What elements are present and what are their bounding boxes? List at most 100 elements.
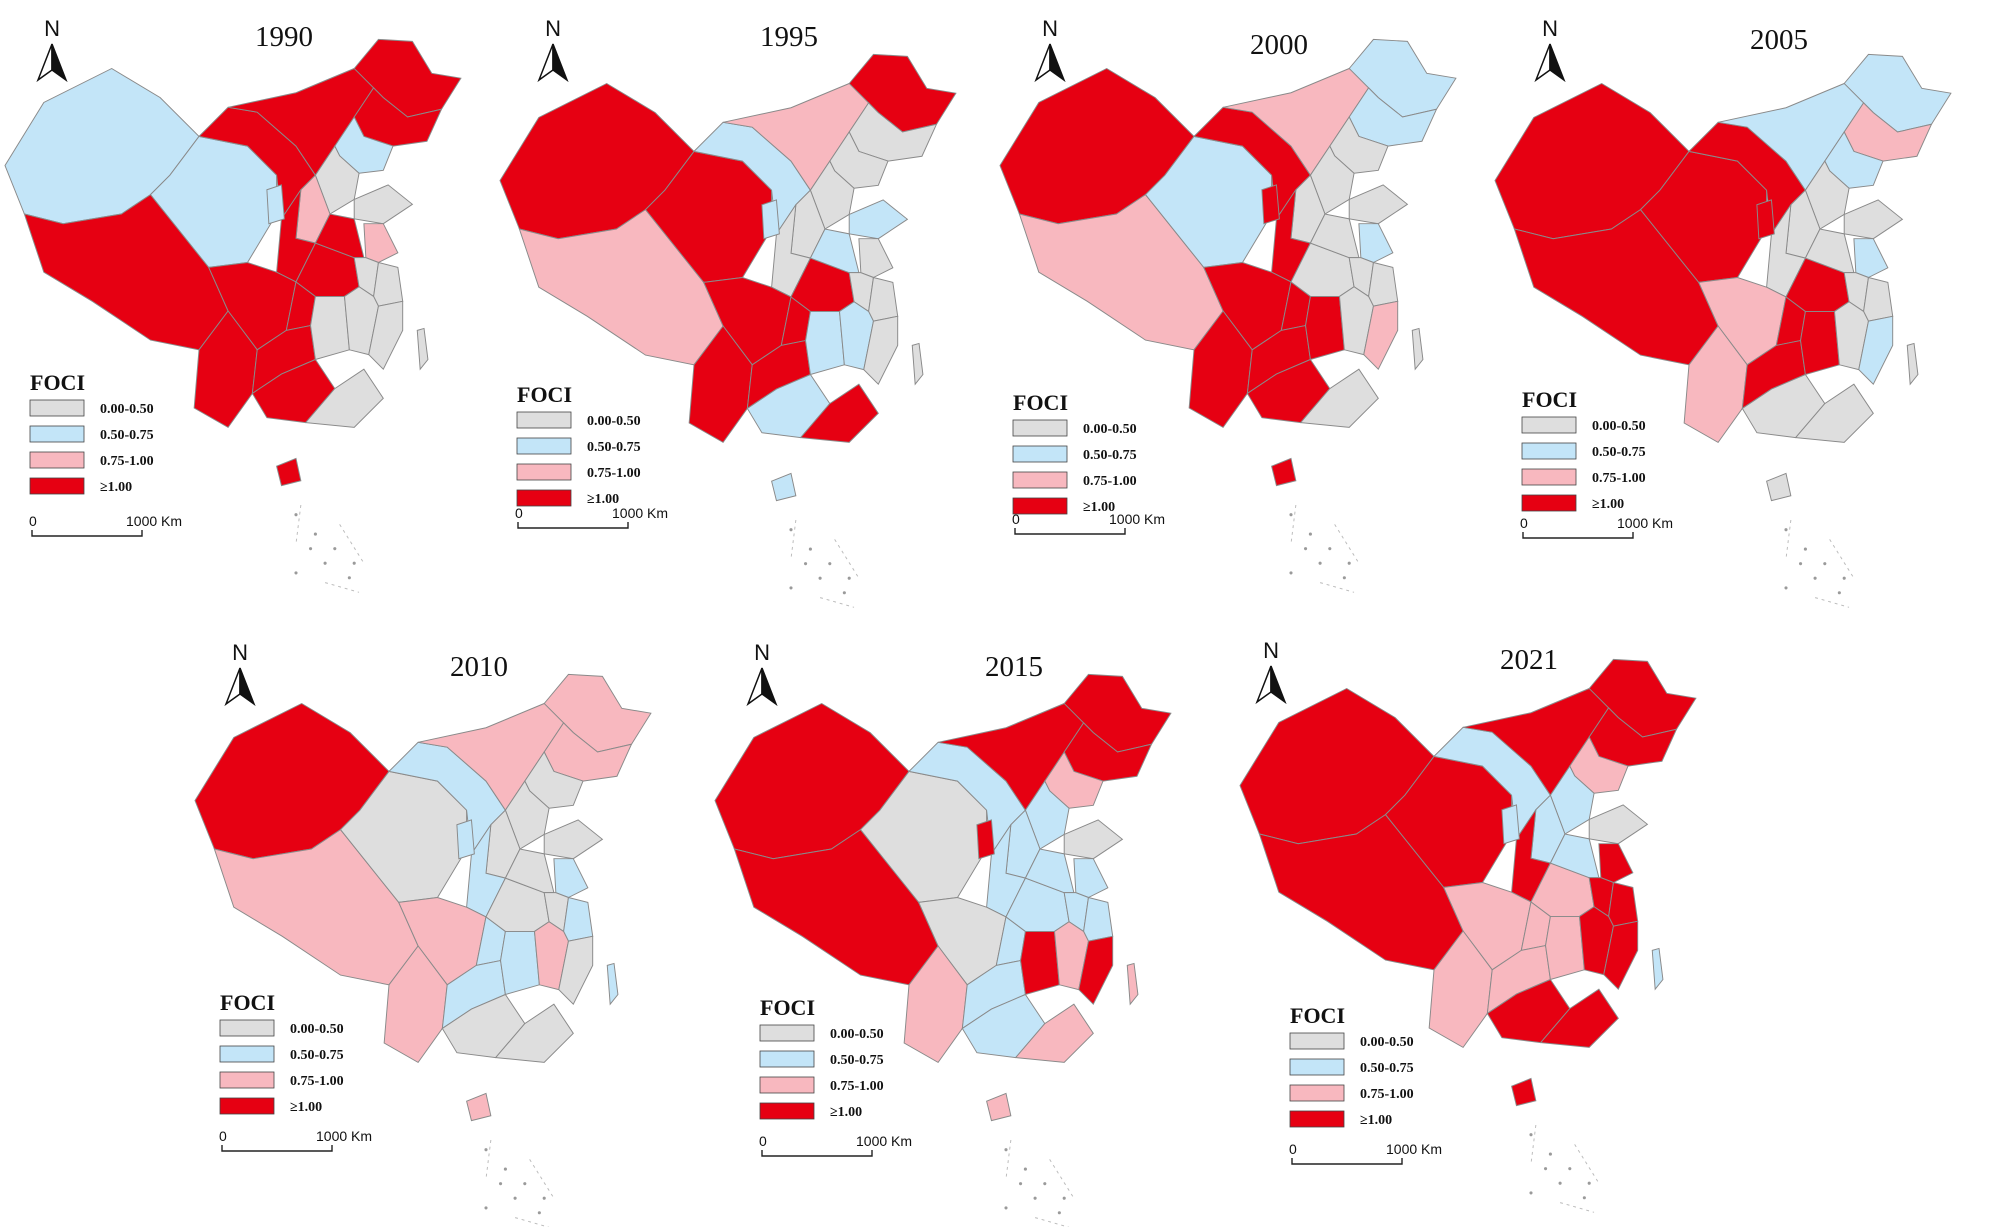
legend-label: ≥1.00 xyxy=(1083,500,1115,515)
legend-swatch xyxy=(1289,1032,1345,1050)
province-hainan xyxy=(466,1092,492,1122)
province-hainan xyxy=(1511,1077,1537,1107)
legend-label: ≥1.00 xyxy=(1360,1113,1392,1128)
legend-swatch xyxy=(1289,1110,1345,1128)
province-fujian xyxy=(1078,935,1114,1006)
province-taiwan xyxy=(416,327,429,371)
legend-swatch xyxy=(1521,468,1577,486)
north-label: N xyxy=(545,16,561,41)
north-label: N xyxy=(1042,16,1058,41)
legend-swatch xyxy=(1521,494,1577,512)
legend-swatch xyxy=(29,425,85,443)
legend-swatch xyxy=(516,489,572,507)
map-panel-2005: 2005 N FOCI 0.00-0.50 0.50-0.75 0.75-1.00 ≥1.0… xyxy=(1494,16,1952,608)
province-jiangsu xyxy=(1358,223,1394,264)
province-guangdong xyxy=(1299,368,1379,428)
legend: FOCI 0.00-0.50 0.50-0.75 0.75-1.00 ≥1.00 xyxy=(29,370,154,495)
legend-swatch xyxy=(1289,1058,1345,1076)
legend-swatch xyxy=(759,1102,815,1120)
province-layer xyxy=(4,38,462,593)
north-label: N xyxy=(44,16,60,41)
legend-label: 0.00-0.50 xyxy=(1592,419,1646,434)
legend-label: 0.00-0.50 xyxy=(830,1027,884,1042)
legend-title: FOCI xyxy=(760,995,815,1020)
legend: FOCI 0.00-0.50 0.50-0.75 0.75-1.00 ≥1.00 xyxy=(1289,1003,1414,1128)
legend: FOCI 0.00-0.50 0.50-0.75 0.75-1.00 ≥1.00 xyxy=(219,990,344,1115)
province-ningxia xyxy=(266,184,285,225)
province-layer xyxy=(714,673,1172,1227)
map-panel-1995: 1995 N FOCI 0.00-0.50 0.50-0.75 0.75-1.00 ≥1.0… xyxy=(499,16,957,608)
north-label: N xyxy=(754,640,770,665)
legend-label: ≥1.00 xyxy=(587,492,619,507)
legend-swatch xyxy=(1012,497,1068,515)
north-arrow-icon: N xyxy=(1534,16,1566,83)
province-zhejiang xyxy=(563,896,594,942)
north-arrow-icon: N xyxy=(1034,16,1066,83)
province-shandong xyxy=(1843,199,1904,240)
legend-label: ≥1.00 xyxy=(1592,497,1624,512)
scale-bar: 0 1000 Km xyxy=(1520,515,1673,539)
legend-swatch xyxy=(29,399,85,417)
province-guangdong xyxy=(1794,383,1874,443)
scale-bar: 0 1000 Km xyxy=(759,1133,912,1157)
province-henan xyxy=(504,848,555,894)
province-henan xyxy=(1309,213,1360,259)
south-china-sea-islands xyxy=(1004,1139,1075,1227)
province-ningxia xyxy=(456,819,475,860)
legend-swatch xyxy=(759,1050,815,1068)
legend-swatch xyxy=(219,1045,275,1063)
province-jiangsu xyxy=(363,223,399,264)
north-arrow-icon: N xyxy=(537,16,569,83)
north-arrow-icon: N xyxy=(224,640,256,707)
scale-bar: 0 1000 Km xyxy=(219,1128,372,1152)
province-taiwan xyxy=(1126,962,1139,1006)
province-jiangsu xyxy=(1598,843,1634,884)
scale-end-label: 1000 Km xyxy=(1386,1141,1442,1157)
year-label: 2010 xyxy=(450,651,508,683)
province-fujian xyxy=(1858,315,1894,386)
legend-label: 0.00-0.50 xyxy=(1083,422,1137,437)
legend-label: ≥1.00 xyxy=(830,1105,862,1120)
legend-swatch xyxy=(1289,1084,1345,1102)
scale-start-label: 0 xyxy=(515,505,523,521)
legend-swatch xyxy=(516,463,572,481)
province-guangdong xyxy=(304,368,384,428)
south-china-sea-islands xyxy=(1289,504,1360,593)
legend-swatch xyxy=(1012,419,1068,437)
province-guangdong xyxy=(1014,1003,1094,1063)
year-label: 2000 xyxy=(1250,29,1308,61)
scale-start-label: 0 xyxy=(759,1133,767,1149)
province-jiangsu xyxy=(1853,238,1889,279)
province-hunan xyxy=(310,295,350,361)
year-label: 2005 xyxy=(1750,24,1808,56)
north-arrow-icon: N xyxy=(1255,638,1287,705)
map-panel-2000: 2000 N FOCI 0.00-0.50 0.50-0.75 0.75-1.00 ≥1.0… xyxy=(999,16,1457,593)
north-label: N xyxy=(1542,16,1558,41)
legend-label: ≥1.00 xyxy=(290,1100,322,1115)
province-henan xyxy=(809,228,860,274)
province-guangdong xyxy=(1539,988,1619,1048)
legend-label: 0.50-0.75 xyxy=(100,428,154,443)
legend-label: 0.50-0.75 xyxy=(1592,445,1646,460)
province-taiwan xyxy=(1906,342,1919,386)
province-taiwan xyxy=(606,962,619,1006)
legend-swatch xyxy=(759,1024,815,1042)
province-shandong xyxy=(848,199,909,240)
province-shandong xyxy=(1063,819,1124,860)
legend-label: 0.50-0.75 xyxy=(290,1048,344,1063)
province-henan xyxy=(1024,848,1075,894)
scale-bar: 0 1000 Km xyxy=(29,513,182,537)
legend-swatch xyxy=(516,411,572,429)
province-taiwan xyxy=(911,342,924,386)
legend-label: 0.50-0.75 xyxy=(1360,1061,1414,1076)
scale-start-label: 0 xyxy=(29,513,37,529)
legend-swatch xyxy=(1521,442,1577,460)
province-shandong xyxy=(1348,184,1409,225)
province-hunan xyxy=(1545,915,1585,981)
province-hunan xyxy=(805,310,845,376)
province-fujian xyxy=(368,300,404,371)
province-jiangsu xyxy=(1073,858,1109,899)
province-zhejiang xyxy=(868,276,899,322)
legend-swatch xyxy=(516,437,572,455)
legend-label: ≥1.00 xyxy=(100,480,132,495)
